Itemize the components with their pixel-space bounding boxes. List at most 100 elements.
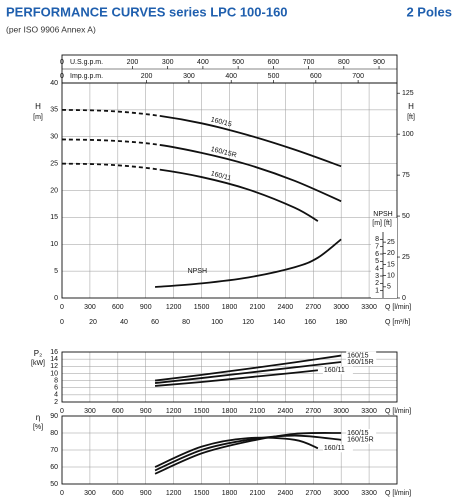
top-tick-label: 400 xyxy=(197,59,209,66)
x-axis-label: Q [l/min] xyxy=(385,304,411,311)
x-tick-label: 2100 xyxy=(250,408,266,415)
top-tick-label: 400 xyxy=(225,73,237,80)
y2-tick-label: 100 xyxy=(402,131,414,138)
top-tick-label: 500 xyxy=(232,59,244,66)
x-tick-label: 1500 xyxy=(194,304,210,311)
x-tick-label: 2400 xyxy=(278,304,294,311)
top-tick-label: 800 xyxy=(338,59,350,66)
x2-tick-label: 140 xyxy=(273,319,285,326)
y-tick-label: 10 xyxy=(50,241,58,248)
y-axis-unit: [kW] xyxy=(31,360,45,367)
x2-tick-label: 180 xyxy=(335,319,347,326)
y-tick-label: 8 xyxy=(54,377,58,384)
y-axis-unit: [%] xyxy=(33,424,43,431)
y-tick-label: 20 xyxy=(50,187,58,194)
y-tick-label: 14 xyxy=(50,356,58,363)
top-tick-label: 300 xyxy=(183,73,195,80)
curve-label-bg xyxy=(346,435,377,444)
top-axis-label: U.S.g.p.m. xyxy=(70,59,103,66)
y2-axis-label: H xyxy=(408,102,414,111)
x-tick-label: 0 xyxy=(60,408,64,415)
x-tick-label: 3000 xyxy=(333,304,349,311)
y-tick-label: 80 xyxy=(50,430,58,437)
npsh-m-tick-label: 2 xyxy=(375,280,379,287)
npsh-m-tick-label: 6 xyxy=(375,251,379,258)
npsh-ft-tick-label: 10 xyxy=(387,272,395,279)
x-tick-label: 2100 xyxy=(250,304,266,311)
curve-label: 160/15R xyxy=(347,437,373,444)
y-tick-label: 4 xyxy=(54,392,58,399)
npsh-m-tick-label: 1 xyxy=(375,288,379,295)
x-tick-label: 900 xyxy=(140,408,152,415)
x-tick-label: 3000 xyxy=(333,490,349,497)
curve-label: 160/15R xyxy=(347,359,373,366)
npsh-axis-label: NPSH xyxy=(373,211,392,218)
npsh-axis-bg xyxy=(371,218,397,298)
x2-tick-label: 40 xyxy=(120,319,128,326)
y-axis-label: P₂ xyxy=(34,349,42,358)
y-tick-label: 10 xyxy=(50,370,58,377)
top-tick-label: 600 xyxy=(310,73,322,80)
curve xyxy=(154,238,342,288)
x-tick-label: 0 xyxy=(60,304,64,311)
curve xyxy=(154,434,342,472)
x-tick-label: 3000 xyxy=(333,408,349,415)
x-tick-label: 900 xyxy=(140,490,152,497)
x2-axis-label: Q [m³/h] xyxy=(385,319,410,326)
curve xyxy=(61,162,319,222)
y-tick-label: 50 xyxy=(50,481,58,488)
npsh-m-tick-label: 5 xyxy=(375,258,379,265)
x2-tick-label: 100 xyxy=(211,319,223,326)
x-tick-label: 2100 xyxy=(250,490,266,497)
x-tick-label: 600 xyxy=(112,304,124,311)
top-tick-label: 900 xyxy=(373,59,385,66)
plot-frame xyxy=(61,415,398,485)
plot-frame xyxy=(61,351,398,403)
x-tick-label: 2400 xyxy=(278,408,294,415)
x-tick-label: 300 xyxy=(84,304,96,311)
y-tick-label: 15 xyxy=(50,214,58,221)
curve xyxy=(61,108,342,168)
y-tick-label: 30 xyxy=(50,134,58,141)
x-tick-label: 900 xyxy=(140,304,152,311)
x-tick-label: 3300 xyxy=(361,408,377,415)
y-tick-label: 70 xyxy=(50,447,58,454)
x-tick-label: 3300 xyxy=(361,490,377,497)
npsh-ft-tick-label: 5 xyxy=(387,284,391,291)
y-tick-label: 2 xyxy=(54,399,58,406)
y-tick-label: 60 xyxy=(50,464,58,471)
npsh-m-tick-label: 8 xyxy=(375,236,379,243)
y-tick-label: 6 xyxy=(54,385,58,392)
curve-label: 160/15 xyxy=(347,352,369,359)
x-tick-label: 1200 xyxy=(166,408,182,415)
y-tick-label: 0 xyxy=(54,295,58,302)
curve xyxy=(154,369,318,387)
y2-tick-label: 25 xyxy=(402,254,410,261)
x-tick-label: 1500 xyxy=(194,408,210,415)
y-axis-unit: [m] xyxy=(33,114,43,121)
npsh-m-tick-label: 7 xyxy=(375,244,379,251)
y2-tick-label: 125 xyxy=(402,90,414,97)
x-tick-label: 0 xyxy=(60,490,64,497)
curve-label: NPSH xyxy=(188,268,207,275)
top-tick-label: 700 xyxy=(303,59,315,66)
x-tick-label: 3300 xyxy=(361,304,377,311)
x-tick-label: 300 xyxy=(84,408,96,415)
y2-tick-label: 0 xyxy=(402,295,406,302)
x-tick-label: 2700 xyxy=(305,490,321,497)
y-tick-label: 35 xyxy=(50,107,58,114)
curve xyxy=(154,432,342,475)
curve xyxy=(154,354,342,382)
chart-title: PERFORMANCE CURVES series LPC 100-160 xyxy=(6,4,288,19)
npsh-ft-unit: [ft] xyxy=(384,220,392,227)
y-tick-label: 12 xyxy=(50,363,58,370)
x-axis-label: Q [l/min] xyxy=(385,490,411,497)
x-tick-label: 2400 xyxy=(278,490,294,497)
poles-note: 2 Poles xyxy=(406,4,452,19)
curve-label-bg xyxy=(346,358,377,366)
y-axis-label: η xyxy=(36,413,40,422)
x-tick-label: 1500 xyxy=(194,490,210,497)
curve-label-bg xyxy=(322,366,353,375)
x-tick-label: 1800 xyxy=(222,490,238,497)
